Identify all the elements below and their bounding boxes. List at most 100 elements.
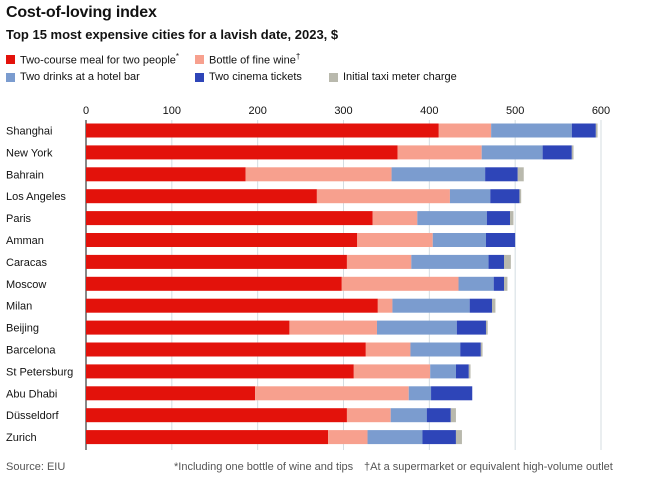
bar-amman-meal [86,233,358,247]
bar-zurich-drinks [367,430,423,445]
bar-zurich-cinema [422,430,456,445]
bar-amman-drinks [432,233,486,247]
bar-los-angeles-meal [86,189,317,204]
bar-abu-dhabi-cinema [431,386,473,401]
city-label-amman: Amman [6,235,44,247]
bar-new-york-cinema [542,145,572,160]
bar-bahrain-meal [86,167,246,182]
legend-item-drinks: Two drinks at a hotel bar [6,71,140,83]
bar-d-sseldorf-wine [346,408,391,423]
bar-zurich-taxi [455,430,462,445]
bar-moscow-meal [86,276,342,291]
bar-paris-cinema [486,211,511,226]
bar-st-petersburg-meal [86,364,354,379]
city-label-d-sseldorf: Düsseldorf [6,410,60,422]
legend-item-wine: Bottle of fine wine† [195,52,300,67]
bar-los-angeles-drinks [449,189,491,204]
bar-moscow-wine [341,276,459,291]
bar-paris-wine [372,211,418,226]
legend-swatch-wine [195,54,204,64]
bar-new-york-meal [86,145,398,160]
bar-caracas-meal [86,254,347,269]
legend: Two-course meal for two people* Bottle o… [6,48,506,88]
bar-abu-dhabi-meal [86,386,256,401]
chart-subtitle: Top 15 most expensive cities for a lavis… [6,27,339,42]
chart-title: Cost-of-loving index [6,4,157,21]
city-label-st-petersburg: St Petersburg [6,366,73,378]
x-tick-label-500: 500 [506,105,524,117]
bar-st-petersburg-cinema [455,364,469,379]
city-label-shanghai: Shanghai [6,126,53,138]
bar-caracas-wine [346,254,412,269]
bar-moscow-taxi [504,276,508,291]
bar-milan-taxi [491,298,496,313]
footnote-wine: †At a supermarket or equivalent high-vol… [364,461,613,473]
city-label-caracas: Caracas [6,257,47,269]
bar-st-petersburg-wine [353,364,431,379]
city-label-paris: Paris [6,213,32,225]
bar-shanghai-meal [86,123,439,138]
bar-beijing-drinks [376,320,457,335]
bar-bahrain-cinema [485,167,518,182]
city-label-milan: Milan [6,301,32,313]
city-label-abu-dhabi: Abu Dhabi [6,388,57,400]
bar-new-york-drinks [481,145,543,160]
bar-beijing-meal [86,320,290,335]
bar-los-angeles-wine [316,189,450,204]
bar-barcelona-meal [86,342,366,357]
city-label-beijing: Beijing [6,323,39,335]
bar-zurich-wine [328,430,368,445]
bar-barcelona-wine [365,342,411,357]
bar-caracas-drinks [411,254,489,269]
bar-barcelona-taxi [480,342,483,357]
bar-d-sseldorf-taxi [450,408,456,423]
bar-moscow-cinema [493,276,505,291]
legend-item-cinema: Two cinema tickets [195,71,302,83]
bar-beijing-taxi [485,320,488,335]
x-tick-label-600: 600 [592,105,610,117]
legend-swatch-cinema [195,72,204,82]
city-label-moscow: Moscow [6,279,46,291]
legend-swatch-meal [6,54,15,64]
bar-milan-wine [377,298,393,313]
x-tick-label-400: 400 [420,105,438,117]
legend-label-cinema: Two cinema tickets [209,71,302,83]
bar-amman-cinema [485,233,516,247]
bar-shanghai-cinema [571,123,596,138]
legend-label-wine: Bottle of fine wine† [209,52,301,67]
bar-d-sseldorf-drinks [390,408,427,423]
bar-shanghai-wine [438,123,492,138]
source-note: Source: EIU [6,461,66,473]
bar-beijing-cinema [456,320,486,335]
bar-moscow-drinks [458,276,494,291]
bar-barcelona-drinks [410,342,461,357]
bar-new-york-taxi [571,145,574,160]
bar-los-angeles-cinema [490,189,520,204]
bar-los-angeles-taxi [519,189,522,204]
bar-st-petersburg-drinks [430,364,456,379]
bar-new-york-wine [397,145,482,160]
footnote-meal: *Including one bottle of wine and tips [174,461,354,473]
bar-caracas-cinema [488,254,505,269]
bar-milan-drinks [392,298,470,313]
x-tick-label-200: 200 [248,105,266,117]
bar-st-petersburg-taxi [468,364,471,379]
city-label-new-york: New York [6,147,53,159]
legend-item-taxi: Initial taxi meter charge [329,71,457,83]
bar-abu-dhabi-wine [255,386,409,401]
bar-bahrain-taxi [517,167,524,182]
legend-label-meal: Two-course meal for two people* [20,52,180,67]
bar-d-sseldorf-meal [86,408,347,423]
legend-label-drinks: Two drinks at a hotel bar [20,71,140,83]
legend-label-taxi: Initial taxi meter charge [343,71,457,83]
bar-zurich-meal [86,430,329,445]
bar-abu-dhabi-drinks [408,386,432,401]
legend-swatch-taxi [329,72,338,82]
x-tick-label-100: 100 [163,105,181,117]
x-tick-label-0: 0 [83,105,89,117]
bar-shanghai-taxi [595,123,598,138]
bar-bahrain-drinks [391,167,486,182]
bar-milan-meal [86,298,378,313]
bar-paris-drinks [417,211,487,226]
